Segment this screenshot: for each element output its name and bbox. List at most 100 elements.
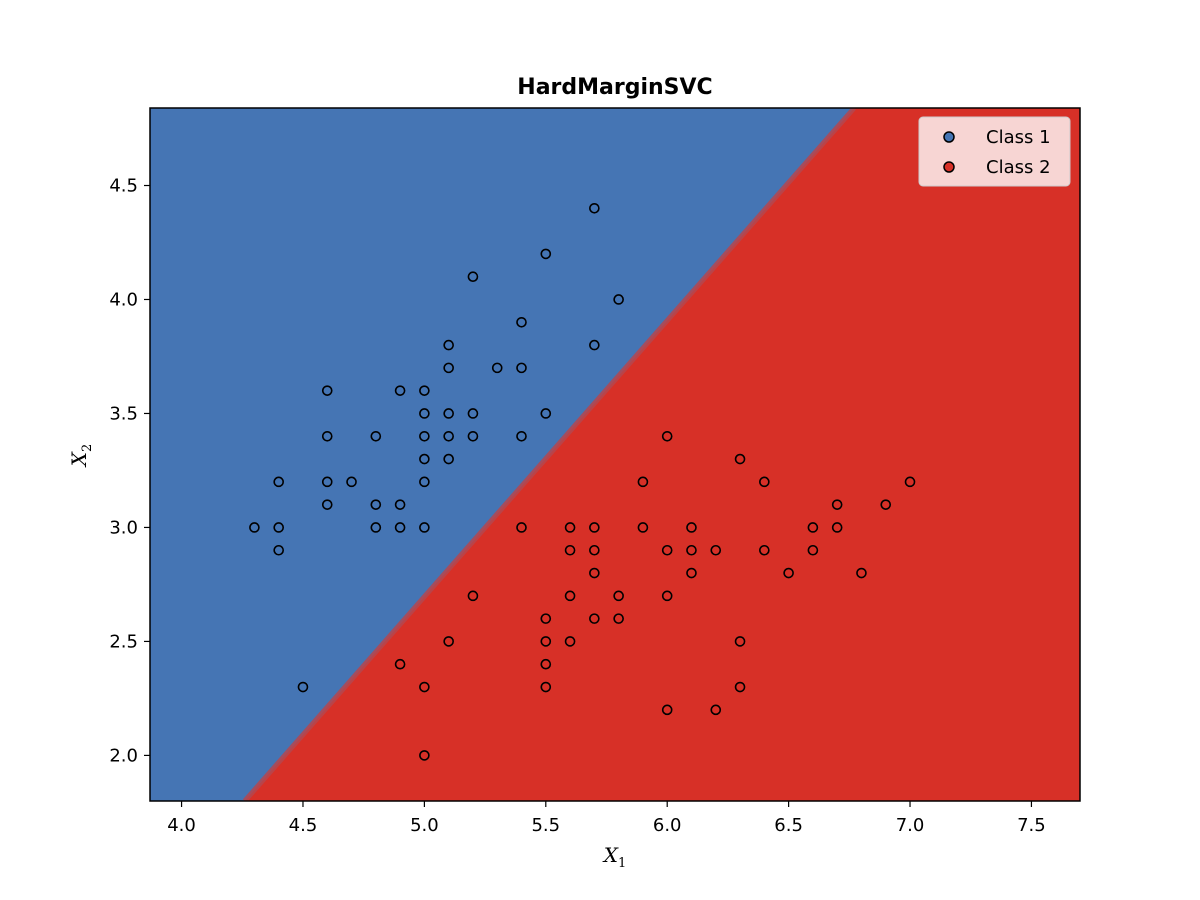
point-class-1 (419, 385, 430, 396)
point-class-2 (734, 453, 746, 465)
point-class-1 (370, 522, 382, 533)
point-class-2 (540, 613, 552, 624)
point-class-2 (759, 544, 770, 556)
point-class-1 (321, 430, 333, 442)
y-tick-label: 3.5 (109, 403, 138, 424)
point-class-1 (516, 316, 527, 328)
y-tick-label: 3.0 (109, 517, 138, 538)
point-class-2 (516, 522, 527, 533)
point-class-2 (661, 430, 673, 442)
x-tick-label: 6.0 (653, 815, 682, 836)
legend-label-class-2: Class 2 (986, 157, 1051, 178)
x-tick-label: 5.0 (410, 815, 439, 836)
point-class-1 (516, 430, 527, 442)
point-class-2 (880, 499, 892, 510)
point-class-1 (370, 499, 382, 510)
legend-label-class-1: Class 1 (986, 127, 1051, 148)
point-class-2 (443, 636, 454, 647)
legend-box (918, 116, 1071, 187)
point-class-1 (297, 681, 309, 693)
plot-frame (149, 107, 1081, 802)
point-class-1 (321, 476, 333, 488)
class-2-region (244, 108, 1080, 801)
point-class-2 (589, 567, 600, 579)
x-axis-label-subscript: 1 (618, 856, 626, 871)
y-tick-label: 2.5 (109, 631, 138, 652)
point-class-2 (467, 590, 479, 602)
point-class-2 (394, 658, 406, 670)
x-axis: 4.0 4.5 5.0 5.5 6.0 6.5 7.0 7.5 (167, 801, 1046, 836)
point-class-2 (589, 544, 600, 556)
point-class-1 (443, 362, 454, 374)
point-class-1 (540, 408, 552, 419)
point-class-2 (734, 636, 746, 647)
point-class-1 (419, 522, 430, 533)
point-class-2 (540, 636, 552, 647)
point-class-2 (540, 658, 552, 670)
point-class-1 (467, 408, 479, 419)
x-axis-label: X1 (602, 843, 627, 871)
point-class-1 (443, 408, 454, 419)
legend: Class 1 Class 2 (918, 116, 1071, 187)
x-tick-label: 4.0 (167, 815, 196, 836)
y-tick-label: 4.5 (109, 176, 138, 197)
legend-marker-class-1 (943, 131, 955, 143)
point-class-1 (394, 499, 406, 510)
legend-entry-class-2: Class 2 (943, 157, 1051, 178)
point-class-2 (831, 522, 843, 533)
x-tick-label: 5.5 (531, 815, 560, 836)
point-class-1 (516, 362, 527, 374)
point-class-1 (467, 430, 479, 442)
y-axis: 2.0 2.5 3.0 3.5 4.0 4.5 (109, 176, 150, 766)
point-class-1 (443, 430, 454, 442)
point-class-1 (589, 339, 600, 351)
y-axis-label-base: X (67, 451, 91, 468)
point-class-1 (394, 385, 406, 396)
point-class-2 (564, 544, 576, 556)
point-class-1 (249, 522, 260, 533)
x-tick-label: 7.0 (896, 815, 925, 836)
x-tick-label: 4.5 (289, 815, 318, 836)
point-class-2 (564, 636, 576, 647)
point-class-2 (686, 567, 697, 579)
point-class-2 (589, 613, 600, 624)
point-class-2 (759, 476, 770, 488)
point-class-1 (613, 294, 624, 305)
y-tick-label: 4.0 (109, 289, 138, 310)
legend-entry-class-1: Class 1 (943, 127, 1051, 148)
point-class-2 (540, 681, 552, 693)
point-class-2 (564, 590, 576, 602)
point-class-1 (346, 476, 357, 488)
points-layer (249, 203, 916, 761)
plot-area (150, 108, 1080, 801)
point-class-1 (273, 476, 284, 488)
legend-marker-class-2 (943, 161, 955, 173)
point-class-2 (661, 704, 673, 716)
point-class-1 (491, 362, 503, 374)
point-class-2 (710, 704, 722, 716)
decision-boundary (242, 108, 857, 801)
point-class-2 (637, 522, 649, 533)
point-class-2 (613, 613, 624, 624)
point-class-2 (661, 590, 673, 602)
point-class-2 (661, 544, 673, 556)
y-axis-label-subscript: 2 (80, 444, 95, 452)
point-class-2 (564, 522, 576, 533)
point-class-1 (419, 453, 430, 465)
point-class-2 (831, 499, 843, 510)
point-class-1 (419, 430, 430, 442)
point-class-2 (807, 522, 819, 533)
point-class-1 (394, 522, 406, 533)
point-class-2 (589, 522, 600, 533)
point-class-2 (807, 544, 819, 556)
point-class-2 (710, 544, 722, 556)
point-class-1 (321, 499, 333, 510)
point-class-2 (419, 750, 430, 761)
x-tick-label: 7.5 (1017, 815, 1046, 836)
point-class-1 (321, 385, 333, 396)
point-class-2 (904, 476, 916, 488)
y-tick-label: 2.0 (109, 745, 138, 766)
point-class-2 (613, 590, 624, 602)
